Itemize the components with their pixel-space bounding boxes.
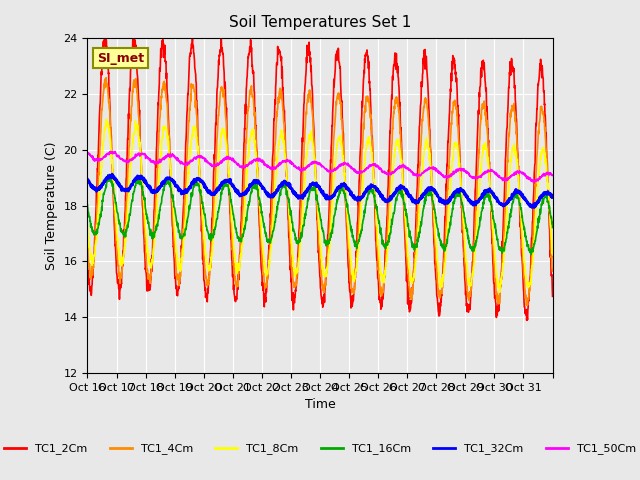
Legend: TC1_2Cm, TC1_4Cm, TC1_8Cm, TC1_16Cm, TC1_32Cm, TC1_50Cm: TC1_2Cm, TC1_4Cm, TC1_8Cm, TC1_16Cm, TC1… <box>0 439 640 459</box>
Title: Soil Temperatures Set 1: Soil Temperatures Set 1 <box>229 15 411 30</box>
Y-axis label: Soil Temperature (C): Soil Temperature (C) <box>45 142 58 270</box>
X-axis label: Time: Time <box>305 398 335 411</box>
Text: SI_met: SI_met <box>97 51 144 65</box>
